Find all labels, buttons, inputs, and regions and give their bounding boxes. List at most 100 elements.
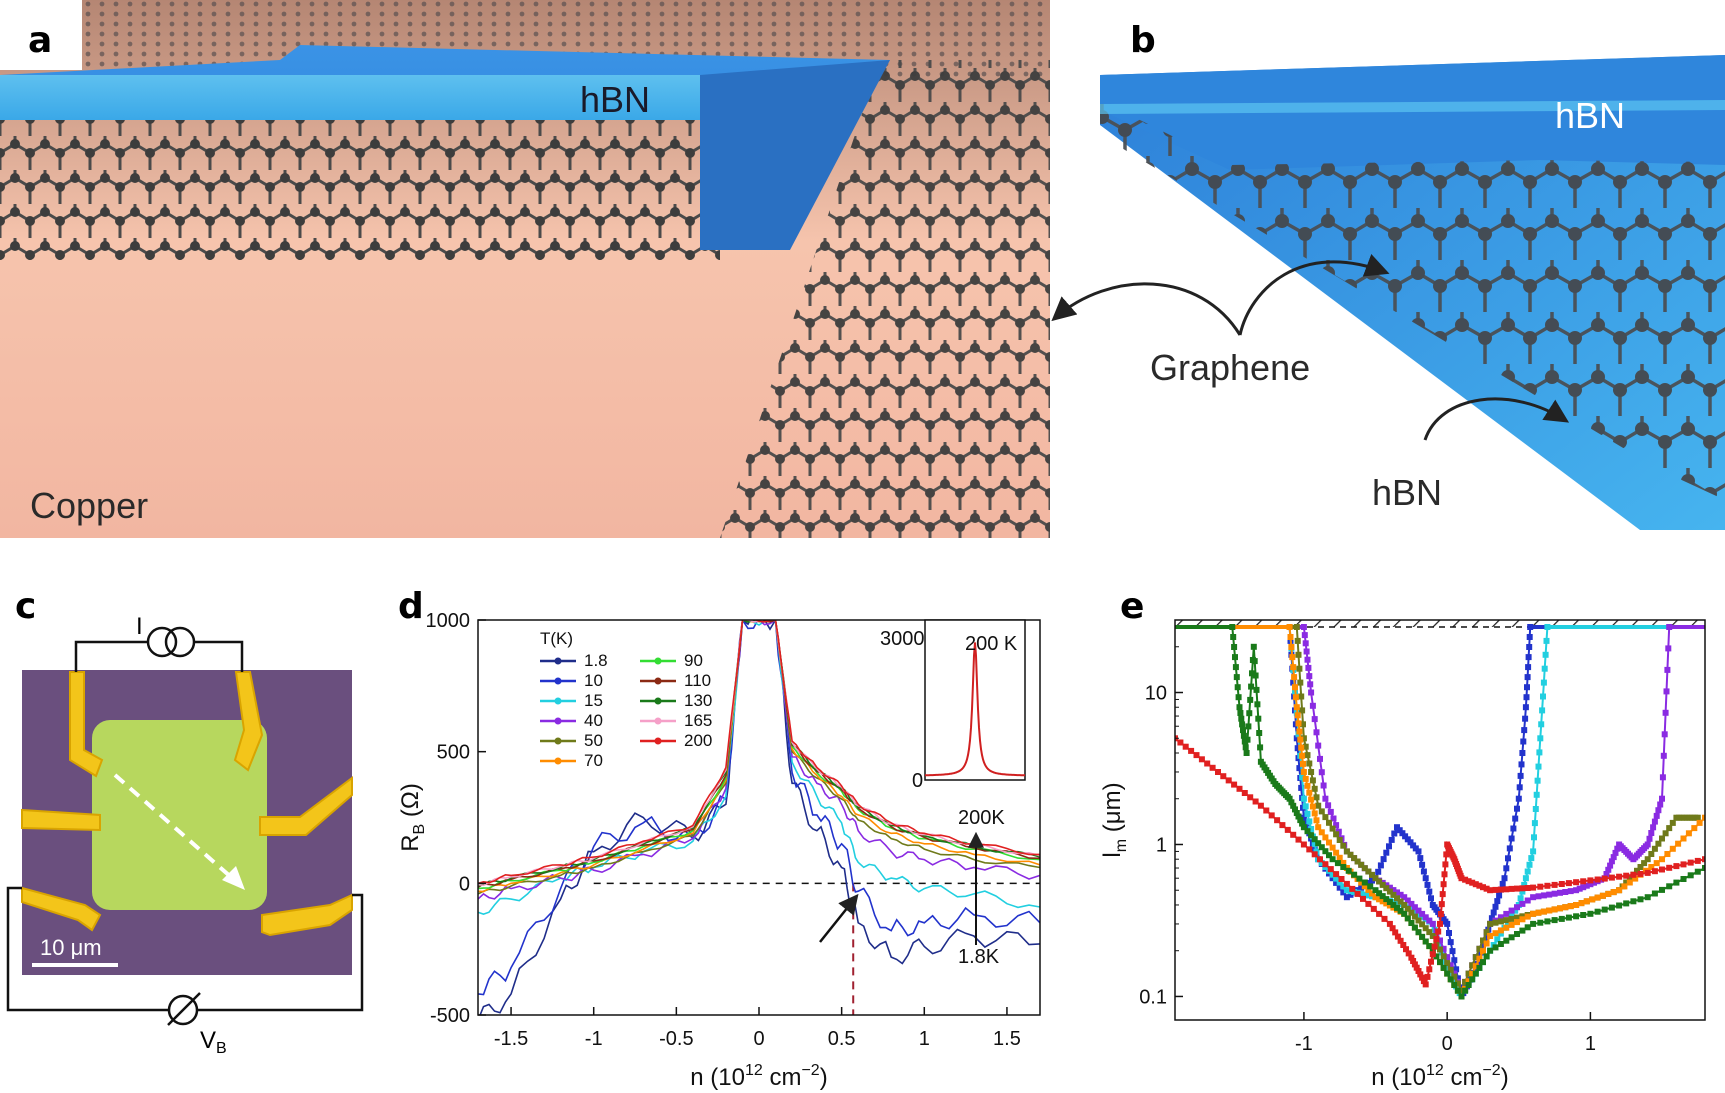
data-point-e-200: [1694, 857, 1701, 864]
data-point-e-200: [1405, 950, 1412, 957]
arrow-bottom-label: 1.8K: [958, 946, 1000, 968]
voltage-label: VB: [200, 1027, 227, 1057]
data-point-e-40: [1303, 648, 1310, 655]
data-point-e-15: [1531, 820, 1538, 827]
data-point-e-50: [1322, 814, 1329, 821]
data-point-e-200: [1413, 964, 1420, 971]
data-point-e-200: [1544, 882, 1551, 889]
data-point-e-200: [1659, 866, 1665, 873]
data-point-e-10: [1514, 805, 1520, 812]
data-point-e-10: [1298, 784, 1305, 791]
data-point-e-50: [1437, 946, 1443, 953]
hbn-top-edge: [1100, 100, 1725, 114]
data-point-e-50: [1472, 954, 1479, 961]
data-point-e-10: [1377, 862, 1384, 869]
data-point-e-200: [1435, 928, 1442, 935]
data-point-e-70: [1567, 903, 1574, 910]
data-point-e-50: [1458, 987, 1465, 994]
xtick-label-e: -1: [1295, 1033, 1313, 1055]
data-point-e-130: [1386, 899, 1393, 905]
data-point-e-40: [1419, 910, 1426, 917]
data-point-e-50: [1297, 679, 1304, 686]
data-point-e-130: [1290, 802, 1297, 809]
data-point-e-200: [1295, 836, 1302, 843]
data-point-e-70: [1300, 769, 1307, 775]
data-point-e-15: [1544, 624, 1551, 630]
data-point-e-50: [1429, 933, 1436, 939]
data-point-e-200: [1257, 802, 1264, 809]
ytick-label-d: 0: [459, 873, 470, 895]
crossing-arrow: [819, 893, 859, 943]
data-point-e-200: [1338, 876, 1345, 882]
data-point-e-50: [1503, 917, 1510, 924]
data-point-e-10: [1517, 772, 1524, 779]
data-point-e-130: [1234, 684, 1241, 691]
data-point-e-40: [1583, 882, 1590, 889]
data-point-e-130: [1286, 795, 1293, 802]
data-point-e-50: [1454, 980, 1461, 987]
data-point-e-200: [1354, 890, 1361, 897]
data-point-e-10: [1521, 727, 1528, 734]
data-point-e-10: [1391, 830, 1398, 837]
data-point-e-70: [1311, 810, 1318, 817]
data-point-e-10: [1388, 836, 1395, 843]
hbn-edge: [700, 60, 890, 250]
data-point-e-130: [1244, 736, 1251, 743]
data-point-e-70: [1336, 854, 1343, 861]
data-point-e-40: [1514, 904, 1520, 911]
data-point-e-50: [1315, 802, 1322, 809]
data-point-e-70: [1315, 824, 1322, 831]
data-point-e-200: [1519, 885, 1526, 892]
data-point-e-200: [1389, 925, 1396, 932]
inset-label: 200 K: [965, 633, 1018, 655]
data-point-e-10: [1525, 654, 1532, 661]
gold-contacts: [21, 671, 353, 937]
legend-label-T-90: 90: [684, 651, 703, 670]
data-point-e-130: [1551, 917, 1558, 924]
data-point-e-50: [1394, 895, 1400, 902]
data-point-e-70: [1291, 674, 1298, 681]
data-point-e-130: [1483, 953, 1490, 960]
data-point-e-200: [1439, 891, 1446, 898]
data-point-e-50: [1329, 825, 1336, 832]
legend-label-T-200: 200: [684, 731, 712, 750]
ceiling-hatch: [1175, 620, 1705, 627]
data-point-e-70: [1669, 845, 1676, 852]
data-point-e-40: [1665, 645, 1672, 652]
data-point-e-130: [1379, 893, 1386, 900]
data-point-e-130: [1508, 934, 1515, 941]
data-point-e-130: [1315, 840, 1322, 847]
series-line-T-70: [478, 620, 1040, 893]
data-point-e-200: [1573, 879, 1580, 886]
data-point-e-15: [1540, 693, 1546, 700]
data-point-e-70: [1480, 948, 1486, 955]
data-point-e-50: [1386, 888, 1393, 895]
data-point-e-40: [1644, 841, 1651, 848]
data-point-e-200: [1360, 895, 1366, 902]
data-point-e-70: [1487, 933, 1494, 939]
measurement-arrowhead: [222, 866, 245, 890]
data-point-e-15: [1415, 911, 1422, 918]
data-point-e-70: [1287, 634, 1294, 640]
data-point-e-15: [1336, 879, 1343, 886]
data-point-e-130: [1237, 710, 1244, 716]
data-point-e-70: [1295, 720, 1302, 727]
data-point-e-130: [1565, 914, 1572, 921]
data-point-e-200: [1537, 883, 1544, 890]
data-point-e-130: [1519, 927, 1526, 934]
data-point-e-15: [1361, 891, 1368, 898]
data-point-e-50: [1666, 825, 1673, 832]
data-point-e-40: [1662, 709, 1669, 716]
data-point-e-70: [1476, 955, 1483, 962]
data-point-e-130: [1487, 947, 1494, 954]
data-point-e-70: [1329, 844, 1336, 851]
data-point-e-70: [1508, 921, 1515, 928]
data-point-e-130: [1440, 964, 1447, 971]
data-point-e-130: [1419, 933, 1426, 940]
data-point-e-70: [1383, 900, 1390, 907]
data-point-e-10: [1407, 839, 1414, 846]
data-point-e-50: [1302, 743, 1309, 750]
data-point-e-200: [1476, 882, 1483, 889]
data-point-e-50: [1426, 929, 1433, 936]
data-point-e-70: [1304, 782, 1311, 789]
